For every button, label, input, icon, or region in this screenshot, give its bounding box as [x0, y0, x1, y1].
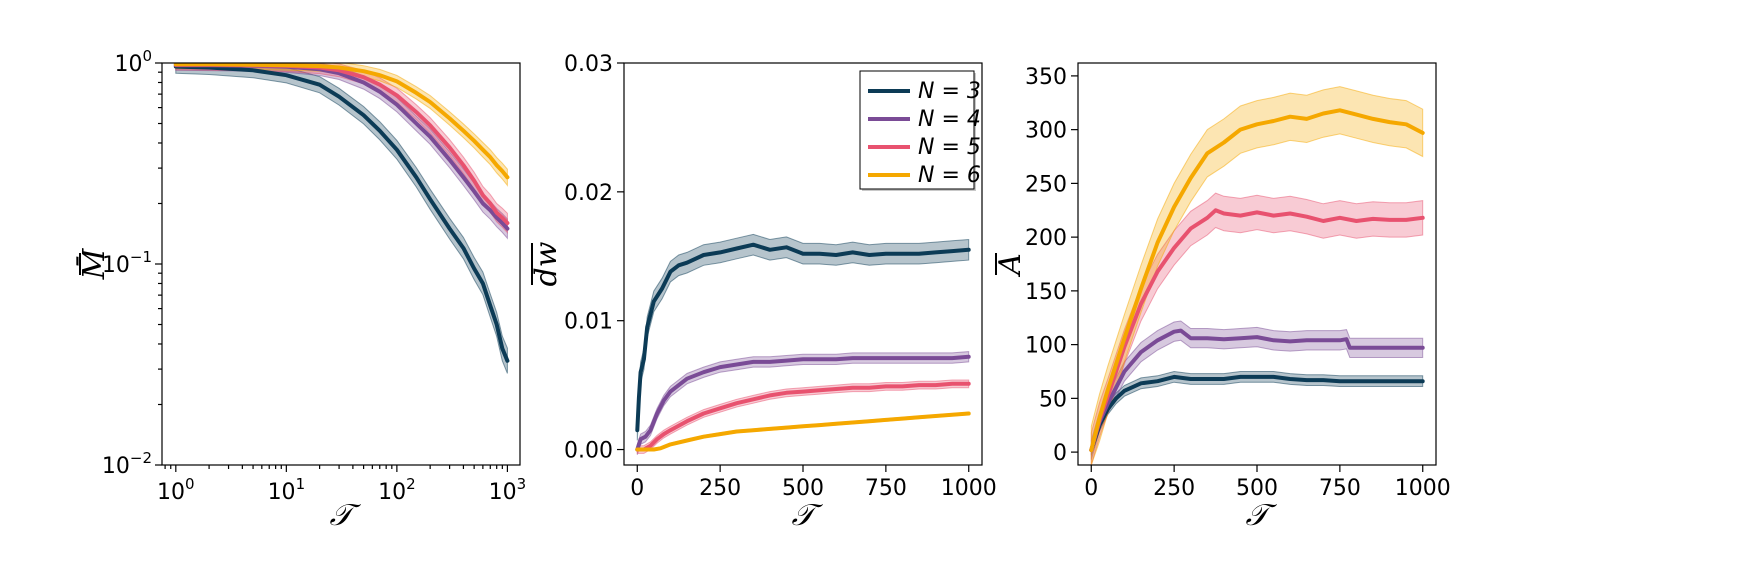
y-tick-label: 300	[1025, 119, 1067, 144]
y-tick-label: 100	[1025, 334, 1067, 359]
x-tick-label-exponent: 0	[185, 475, 195, 493]
series-line-n4	[635, 354, 971, 452]
x-tick-label-base: 10	[268, 480, 296, 505]
y-tick-label: 10−1	[102, 248, 152, 278]
x-tick-label-base: 10	[489, 480, 517, 505]
x-tick-label: 103	[489, 475, 527, 505]
y-tick-label-base: 10	[114, 52, 142, 77]
data-layer	[1089, 86, 1425, 465]
x-tick-label: 750	[1319, 476, 1361, 501]
legend-label-n3: N = 3	[918, 79, 981, 104]
y-tick-label-base: 10	[102, 454, 130, 479]
series-line-n3	[173, 64, 510, 363]
series-line-n6	[173, 63, 510, 180]
y-tick-label: 0.02	[564, 181, 613, 206]
legend-label-n4: N = 4	[918, 107, 981, 132]
x-tick-label: 100	[157, 475, 195, 505]
y-tick-label: 10−2	[102, 449, 152, 479]
confidence-band-5	[1090, 192, 1424, 465]
x-tick-label: 0	[1084, 476, 1098, 501]
y-tick-label: 50	[1039, 387, 1067, 412]
x-axis-label: 𝒯	[1246, 498, 1278, 533]
panel-mean-a: 0 250 500 750 1000 0 50 100 150 200 250 300 350 𝒯 A	[993, 62, 1451, 533]
confidence-band-6	[1090, 86, 1424, 465]
series-line-n4	[1089, 328, 1425, 452]
x-tick-label: 1000	[941, 476, 997, 501]
x-axis-label: 𝒯	[330, 498, 362, 533]
series-line-n5	[1089, 208, 1425, 452]
x-tick-label: 0	[630, 476, 644, 501]
confidence-band-4	[1090, 320, 1424, 460]
y-tick-label: 0	[1053, 441, 1067, 466]
confidence-band-5	[175, 63, 508, 234]
y-tick-label: 0.00	[564, 439, 613, 464]
x-axis-label: 𝒯	[792, 498, 824, 533]
y-axis-label: dw	[529, 241, 564, 286]
y-tick-label-exponent: −2	[130, 449, 152, 467]
confidence-band-5	[636, 379, 970, 454]
x-tick-label-exponent: 1	[296, 475, 306, 493]
series-line-n3	[1089, 374, 1425, 452]
y-tick-label: 100	[114, 47, 152, 77]
x-tick-label: 500	[1236, 476, 1278, 501]
series-line-n3	[635, 242, 971, 433]
y-tick-label: 0.01	[564, 310, 613, 335]
confidence-band-4	[636, 351, 970, 455]
x-tick-label: 102	[378, 475, 416, 505]
confidence-band-3	[636, 233, 970, 441]
series-line-n5	[173, 63, 510, 225]
x-tick-label: 500	[782, 476, 824, 501]
y-tick-label-exponent: 0	[142, 47, 152, 65]
y-axis-label: A	[993, 253, 1028, 278]
series-line-n6	[635, 411, 971, 452]
y-tick-label: 150	[1025, 280, 1067, 305]
x-tick-label: 1000	[1395, 476, 1451, 501]
y-tick-label: 0.03	[564, 52, 613, 77]
y-tick-label: 200	[1025, 226, 1067, 251]
data-layer	[173, 63, 510, 374]
x-tick-label-base: 10	[157, 480, 185, 505]
series-line-n6	[1089, 108, 1425, 452]
x-tick-label: 101	[268, 475, 306, 505]
confidence-band-3	[175, 63, 508, 374]
x-tick-label-base: 10	[378, 480, 406, 505]
y-tick-label-base: 10	[102, 253, 130, 278]
x-tick-label-exponent: 2	[406, 475, 416, 493]
legend-label-n5: N = 5	[918, 135, 981, 160]
y-axis-label: M̄	[76, 247, 112, 280]
x-tick-label: 250	[699, 476, 741, 501]
y-tick-label: 250	[1025, 172, 1067, 197]
y-tick-label: 350	[1025, 65, 1067, 90]
x-tick-label-exponent: 3	[517, 475, 527, 493]
x-tick-label: 750	[865, 476, 907, 501]
x-tick-label: 250	[1153, 476, 1195, 501]
data-layer	[635, 233, 971, 455]
panel-mean-dw: 0 250 500 750 1000 0.00 0.01 0.02 0.03 𝒯dw N = 3 N …	[529, 52, 997, 533]
legend-label-n6: N = 6	[918, 163, 981, 188]
y-tick-label-exponent: −1	[130, 248, 152, 266]
series-line-n5	[635, 381, 971, 452]
